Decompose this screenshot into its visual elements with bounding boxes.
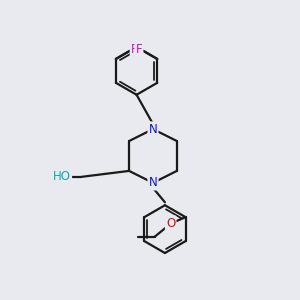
Text: N: N [148,176,158,189]
Text: HO: HO [53,170,71,183]
Text: N: N [148,123,158,136]
Text: O: O [166,217,175,230]
Text: F: F [131,44,137,56]
Text: F: F [136,44,142,56]
